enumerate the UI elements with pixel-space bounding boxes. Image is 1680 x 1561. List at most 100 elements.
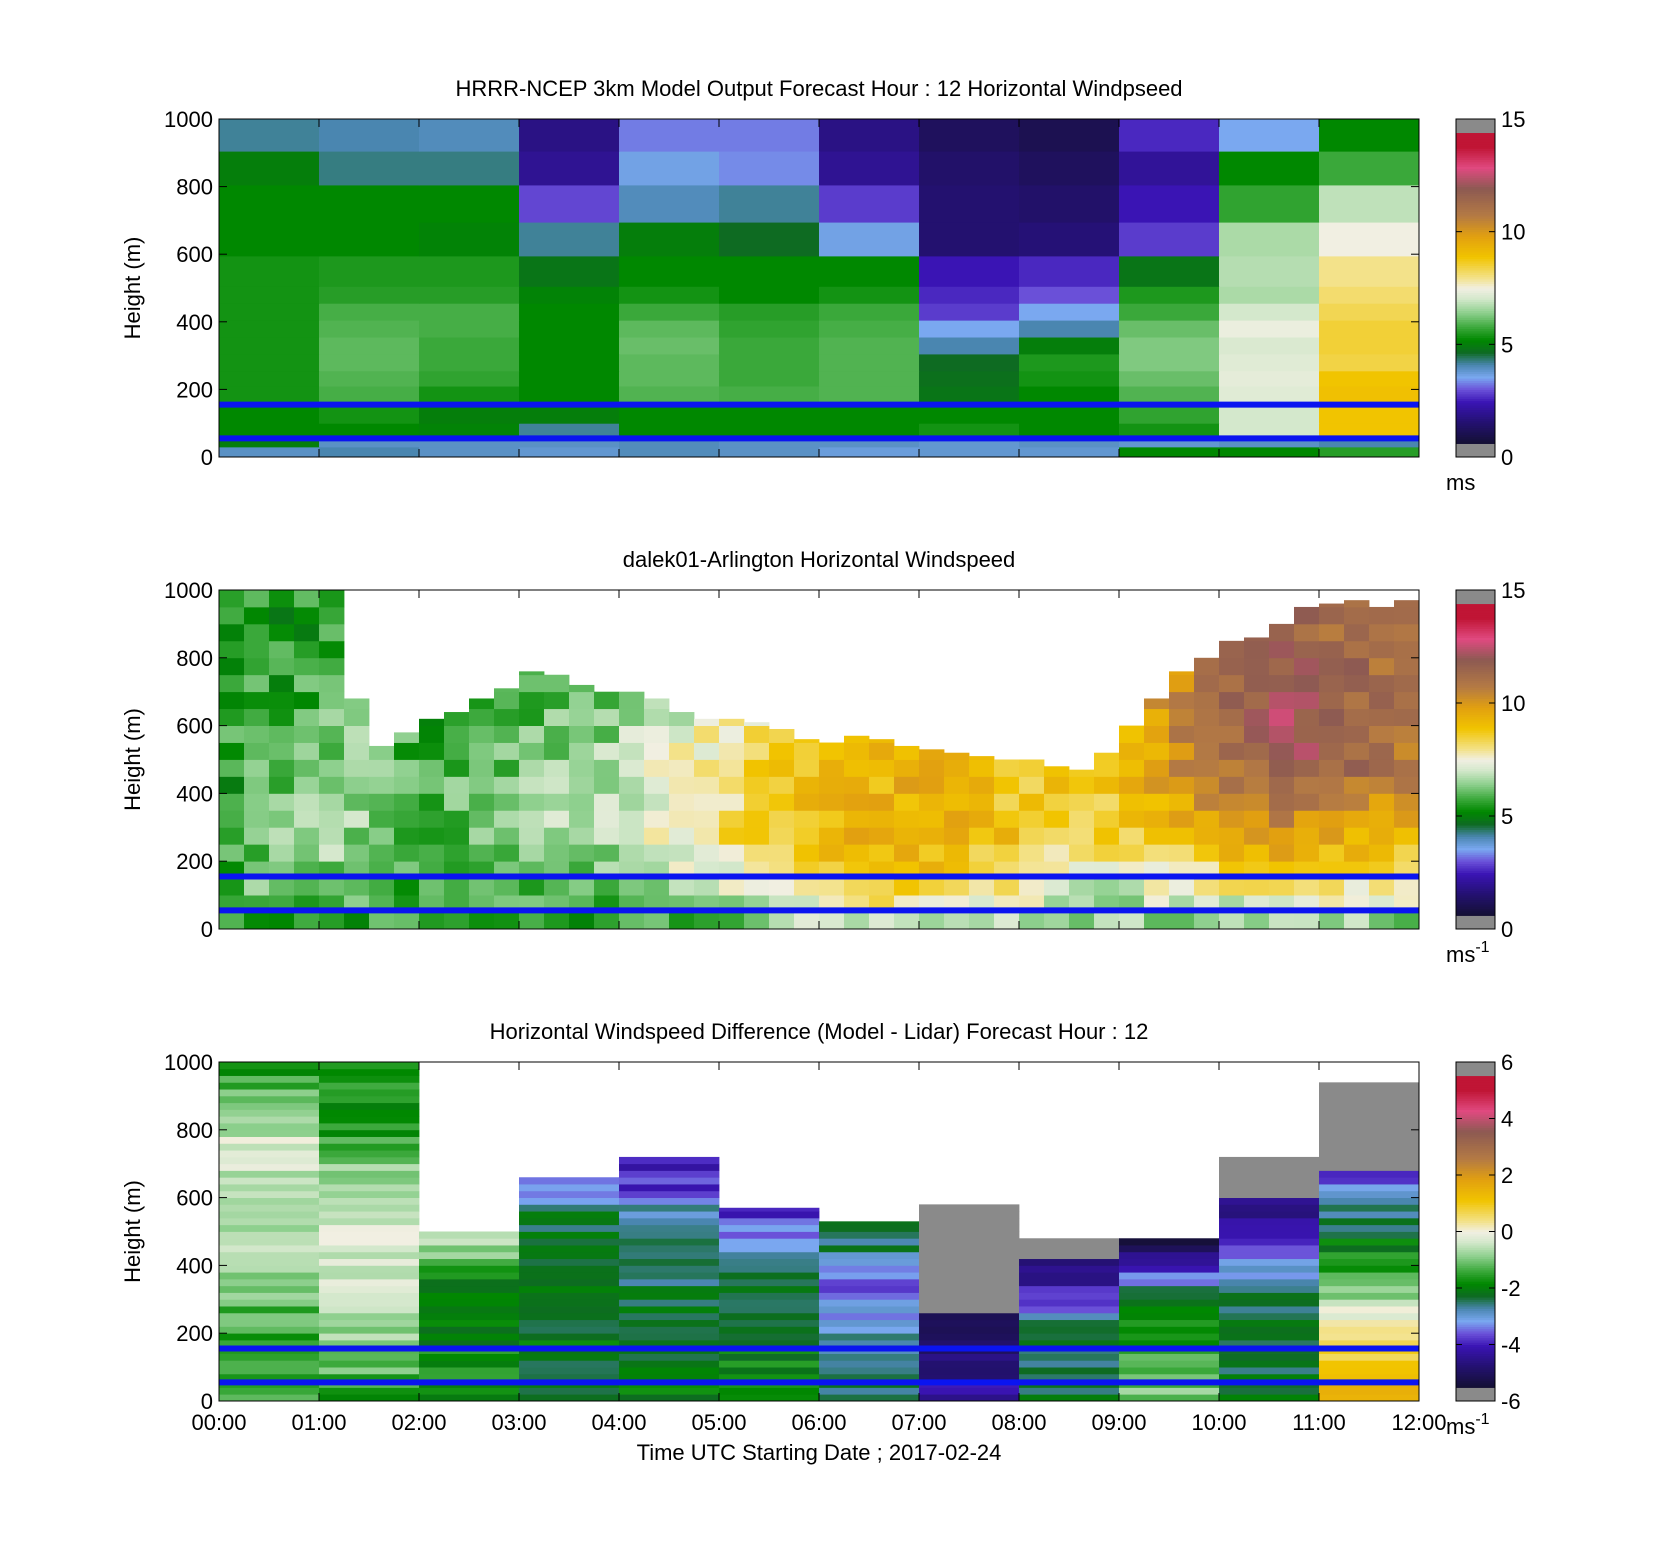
- heatmap-cell: [1319, 119, 1420, 152]
- heatmap-cell: [594, 810, 620, 828]
- heatmap-cell: [619, 1184, 720, 1192]
- heatmap-cell: [1269, 640, 1295, 659]
- heatmap-cell: [919, 1258, 1020, 1266]
- heatmap-cell: [1394, 657, 1420, 676]
- heatmap-cell: [1219, 446, 1320, 458]
- heatmap-cell: [694, 844, 720, 862]
- heatmap-cell: [469, 827, 495, 845]
- heatmap-cell: [419, 844, 445, 862]
- heatmap-cell: [1094, 759, 1120, 777]
- heatmap-cell: [244, 759, 270, 777]
- heatmap-cell: [319, 1306, 420, 1314]
- heatmap-cell: [1219, 1156, 1320, 1165]
- heatmap-cell: [319, 1129, 420, 1137]
- heatmap-cell: [244, 590, 270, 608]
- heatmap-cell: [744, 725, 770, 743]
- colorbar-swatch: [1456, 644, 1495, 647]
- heatmap-cell: [294, 912, 320, 930]
- colorbar-swatch: [1456, 229, 1495, 233]
- colorbar-swatch: [1456, 139, 1495, 143]
- heatmap-cell: [519, 320, 620, 338]
- heatmap-cell: [444, 712, 470, 726]
- heatmap-cell: [919, 1333, 1020, 1341]
- colorbar-swatch: [1456, 231, 1495, 235]
- heatmap-cell: [1319, 708, 1345, 726]
- heatmap-cell: [619, 759, 645, 777]
- heatmap-cell: [394, 878, 420, 896]
- heatmap-cell: [519, 184, 620, 223]
- colorbar-swatch: [1456, 922, 1495, 925]
- heatmap-cell: [419, 742, 445, 760]
- heatmap-cell: [1119, 1339, 1220, 1348]
- colorbar-swatch: [1456, 1154, 1495, 1158]
- heatmap-cell: [1169, 878, 1195, 896]
- heatmap-cell: [444, 827, 470, 845]
- heatmap-cell: [719, 1312, 820, 1321]
- heatmap-cell: [319, 674, 345, 693]
- heatmap-cell: [1219, 1163, 1320, 1171]
- heatmap-cell: [669, 776, 695, 794]
- heatmap-cell: [1019, 423, 1120, 439]
- heatmap-cell: [1394, 606, 1420, 625]
- heatmap-cell: [994, 878, 1020, 896]
- heatmap-cell: [819, 1373, 920, 1382]
- colorbar-swatch: [1456, 1247, 1495, 1251]
- heatmap-cell: [1294, 674, 1320, 693]
- colorbar-swatch: [1456, 1147, 1495, 1151]
- heatmap-cell: [819, 878, 845, 896]
- colorbar-swatch: [1456, 1297, 1495, 1300]
- heatmap-cell: [919, 353, 1020, 372]
- heatmap-cell: [1219, 1292, 1320, 1300]
- colorbar-swatch: [1456, 748, 1495, 751]
- colorbar-swatch: [1456, 134, 1495, 138]
- colorbar-swatch: [1456, 617, 1495, 620]
- heatmap-cell: [369, 827, 395, 845]
- heatmap-cell: [1019, 810, 1045, 828]
- heatmap-cell: [219, 1156, 320, 1165]
- colorbar-swatch: [1456, 637, 1495, 641]
- heatmap-cell: [594, 776, 620, 794]
- colorbar-swatch: [1456, 1292, 1495, 1296]
- heatmap-cell: [769, 742, 795, 760]
- colorbar-swatch: [1456, 870, 1495, 873]
- heatmap-cell: [794, 793, 820, 811]
- heatmap-cell: [1194, 759, 1220, 777]
- heatmap-cell: [719, 438, 820, 448]
- heatmap-cell: [1119, 1278, 1220, 1287]
- heatmap-cell: [1219, 337, 1320, 355]
- heatmap-cell: [719, 1319, 820, 1327]
- heatmap-cell: [919, 912, 945, 930]
- colorbar-swatch: [1456, 222, 1495, 226]
- heatmap-cell: [969, 810, 995, 828]
- heatmap-cell: [719, 370, 820, 387]
- heatmap-cell: [1319, 1156, 1420, 1165]
- heatmap-cell: [844, 827, 870, 845]
- heatmap-cell: [269, 810, 295, 828]
- colorbar-swatch: [1456, 707, 1495, 711]
- heatmap-cell: [444, 793, 470, 811]
- colorbar-swatch: [1456, 143, 1495, 147]
- heatmap-cell: [419, 1367, 520, 1375]
- heatmap-cell: [1219, 404, 1320, 424]
- heatmap-cell: [344, 827, 370, 845]
- heatmap-cell: [619, 438, 720, 448]
- heatmap-cell: [594, 844, 620, 862]
- heatmap-cell: [1244, 742, 1270, 760]
- heatmap-cell: [1319, 603, 1345, 608]
- heatmap-cell: [219, 1075, 320, 1083]
- heatmap-cell: [1019, 1265, 1120, 1273]
- heatmap-cell: [519, 912, 545, 930]
- colorbar-swatch: [1456, 405, 1495, 408]
- colorbar-swatch: [1456, 662, 1495, 666]
- heatmap-cell: [394, 776, 420, 794]
- heatmap-cell: [319, 1143, 420, 1151]
- heatmap-cell: [619, 184, 720, 223]
- heatmap-cell: [469, 708, 495, 726]
- heatmap-cell: [419, 1251, 520, 1260]
- heatmap-cell: [894, 759, 920, 777]
- heatmap-cell: [1219, 1360, 1320, 1368]
- colorbar-swatch: [1456, 297, 1495, 300]
- heatmap-cell: [1244, 657, 1270, 676]
- colorbar-swatch: [1456, 630, 1495, 634]
